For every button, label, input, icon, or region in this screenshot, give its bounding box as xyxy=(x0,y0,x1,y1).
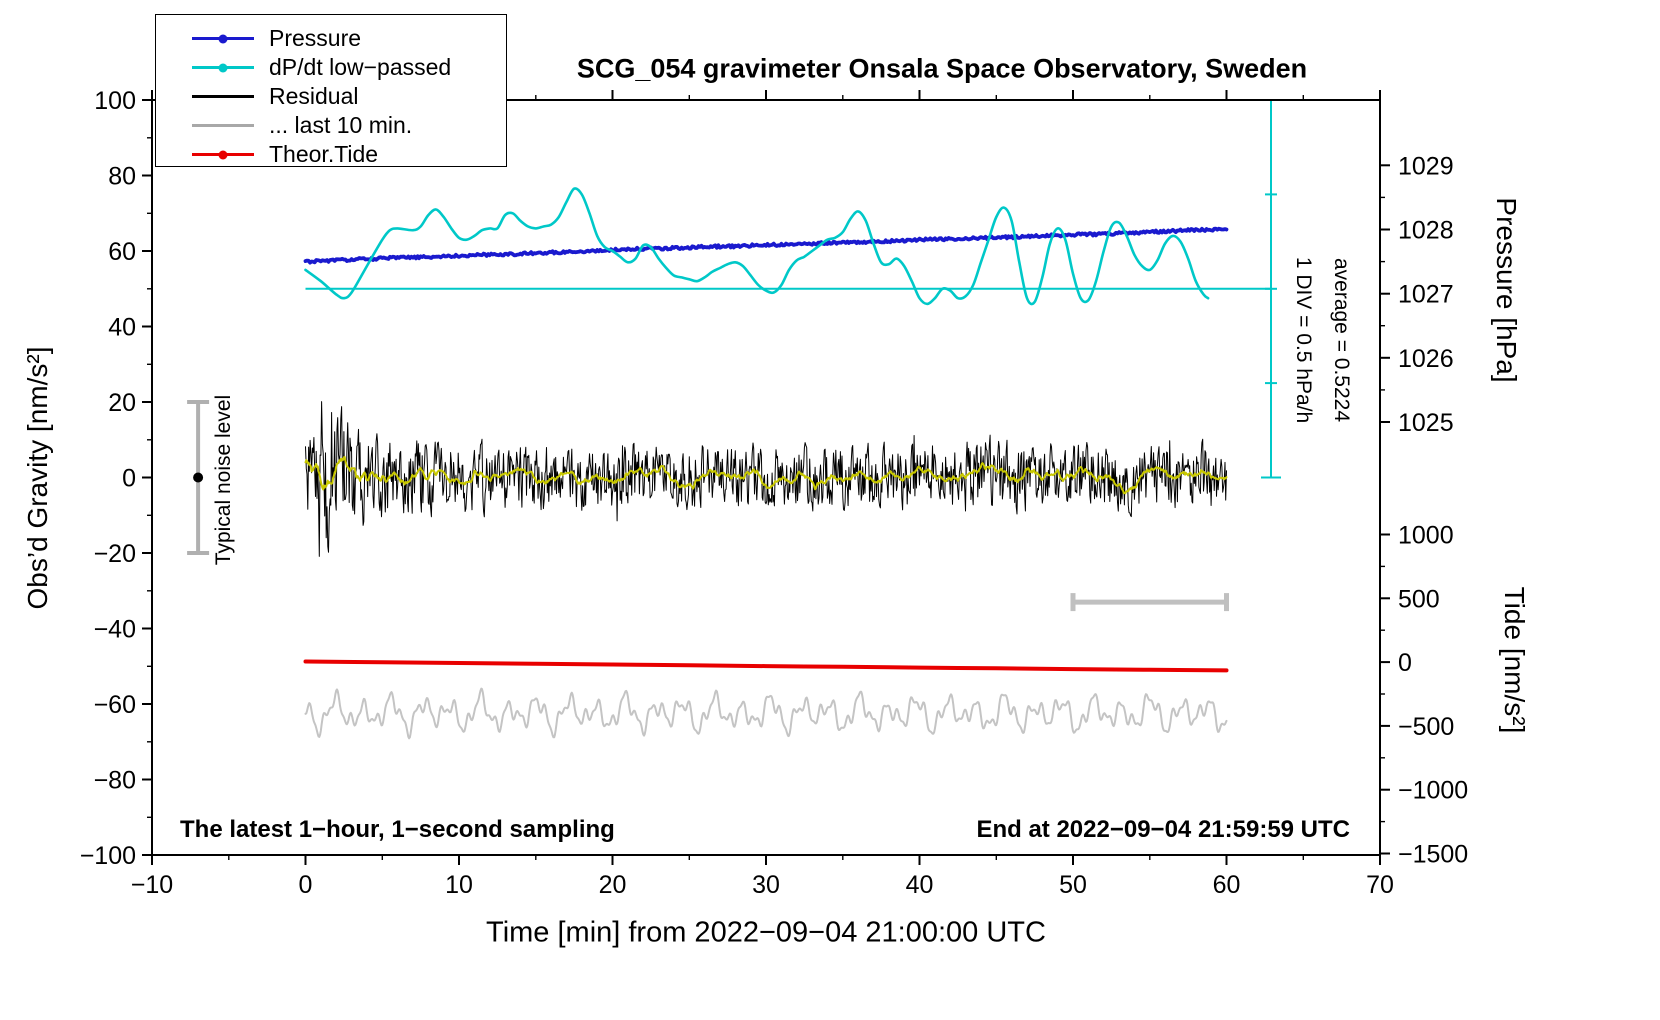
tide-tick-label: 500 xyxy=(1398,585,1440,613)
gravity-tick-label: −100 xyxy=(80,842,136,870)
x-tick-label: −10 xyxy=(131,871,173,899)
gravity-tick-label: 20 xyxy=(108,389,136,417)
gravity-tick-label: −20 xyxy=(94,540,136,568)
gravity-tick-label: 60 xyxy=(108,238,136,266)
series-residual-lowpassed xyxy=(304,456,1228,495)
noise-level-annotation: Typical noise level xyxy=(212,394,235,566)
series-residual xyxy=(305,401,1227,557)
gravity-axis-label: Obs’d Gravity [nm/s²] xyxy=(22,346,53,610)
div-scale-annotation: 1 DIV = 0.5 hPa/h xyxy=(1292,256,1315,424)
legend-item-pressure: Pressure xyxy=(156,24,506,53)
legend-item-label: Pressure xyxy=(269,25,362,51)
x-tick-label: 10 xyxy=(445,871,473,899)
tide-tick-label: 0 xyxy=(1398,649,1412,677)
pressure-axis-label: Pressure [hPa] xyxy=(1491,197,1522,383)
gravity-tick-label: −80 xyxy=(94,767,136,795)
x-tick-label: 50 xyxy=(1059,871,1087,899)
x-tick-label: 60 xyxy=(1213,871,1241,899)
pressure-line-icon xyxy=(192,32,254,45)
tide-tick-label: −500 xyxy=(1398,713,1454,741)
x-tick-label: 0 xyxy=(299,871,313,899)
pressure-tick-label: 1027 xyxy=(1398,281,1454,309)
average-annotation: average = 0.5224 xyxy=(1330,257,1353,423)
dpdt-line-icon xyxy=(192,61,254,74)
legend-item-theortide: Theor.Tide xyxy=(156,140,506,169)
pressure-tick-label: 1028 xyxy=(1398,217,1454,245)
legend-item-label: dP/dt low−passed xyxy=(269,54,452,80)
legend-item-label: Residual xyxy=(269,83,359,109)
series-theor-tide xyxy=(303,659,1229,673)
tide-axis-label: Tide [nm/s²] xyxy=(1499,586,1530,734)
series-dpdt-lowpassed xyxy=(304,187,1210,306)
pressure-tick-label: 1029 xyxy=(1398,152,1454,180)
x-axis-label: Time [min] from 2022−09−04 21:00:00 UTC xyxy=(486,916,1046,949)
residual-line-icon xyxy=(192,90,254,103)
x-tick-label: 30 xyxy=(752,871,780,899)
gravity-tick-label: 0 xyxy=(122,465,136,493)
end-time-footnote: End at 2022−09−04 21:59:59 UTC xyxy=(976,816,1350,843)
pressure-tick-label: 1025 xyxy=(1398,409,1454,437)
legend-item-last10: ... last 10 min. xyxy=(156,111,506,140)
pressure-tick-label: 1026 xyxy=(1398,345,1454,373)
series-pressure xyxy=(303,226,1229,265)
x-tick-label: 70 xyxy=(1366,871,1394,899)
gravity-tick-label: 100 xyxy=(94,87,136,115)
x-tick-label: 20 xyxy=(599,871,627,899)
gravity-tick-label: −60 xyxy=(94,691,136,719)
series-last10min xyxy=(304,687,1228,740)
tide-tick-label: −1000 xyxy=(1398,777,1468,805)
gravity-tick-label: 80 xyxy=(108,163,136,191)
legend: Pressure dP/dt low−passed Residual ... l… xyxy=(155,14,507,167)
legend-item-label: ... last 10 min. xyxy=(269,112,413,138)
legend-item-label: Theor.Tide xyxy=(269,141,379,167)
noise-level-dot xyxy=(193,472,204,483)
chart-title: SCG_054 gravimeter Onsala Space Observat… xyxy=(576,53,1308,84)
sampling-footnote: The latest 1−hour, 1−second sampling xyxy=(180,816,615,843)
tide-tick-label: −1500 xyxy=(1398,841,1468,869)
x-tick-label: 40 xyxy=(906,871,934,899)
theortide-line-icon xyxy=(192,148,254,161)
last10-line-icon xyxy=(192,119,254,132)
tide-tick-label: 1000 xyxy=(1398,522,1454,550)
gravity-tick-label: −40 xyxy=(94,616,136,644)
legend-item-dpdt: dP/dt low−passed xyxy=(156,53,506,82)
gravity-tick-label: 40 xyxy=(108,314,136,342)
legend-item-residual: Residual xyxy=(156,82,506,111)
